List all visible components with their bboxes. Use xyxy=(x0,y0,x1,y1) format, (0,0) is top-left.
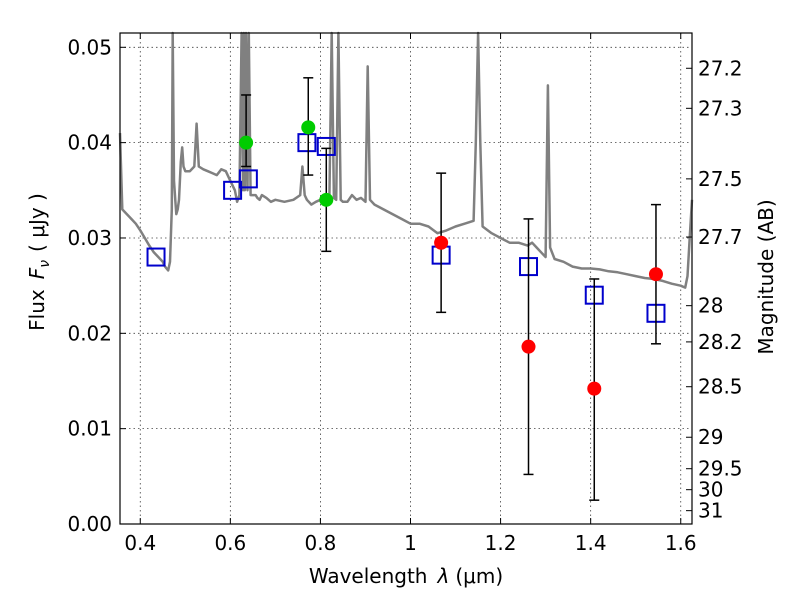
nir-detection-point xyxy=(587,381,602,396)
magnitude-axis-label: Magnitude (AB) xyxy=(754,199,778,354)
model-photometry-square xyxy=(146,247,166,267)
y-axis-label-symbol: F xyxy=(25,267,49,279)
y-tick-label: 0.01 xyxy=(67,417,112,441)
y-axis-label-subscript: ν xyxy=(37,260,53,268)
optical-detection-point xyxy=(239,135,254,150)
x-tick-label: 1.4 xyxy=(575,531,607,555)
x-axis-label-symbol: λ xyxy=(437,564,450,588)
x-tick-label: 0.4 xyxy=(124,531,156,555)
x-tick-label: 1 xyxy=(404,531,417,555)
nir-detection-point xyxy=(648,267,663,282)
x-tick-label: 1.2 xyxy=(485,531,517,555)
y-tick-label: 0.03 xyxy=(67,226,112,250)
magnitude-tick-label: 28 xyxy=(698,294,723,318)
magnitude-tick-label: 27.3 xyxy=(698,96,743,120)
x-tick-label: 0.8 xyxy=(305,531,337,555)
magnitude-tick-label: 28.5 xyxy=(698,375,743,399)
nir-detection-point xyxy=(521,339,536,354)
x-tick-label: 1.6 xyxy=(665,531,697,555)
y-tick-label: 0.02 xyxy=(67,321,112,345)
magnitude-tick-label: 29.5 xyxy=(698,457,743,481)
nir-detection-point xyxy=(434,235,449,250)
model-photometry-square xyxy=(223,180,243,200)
model-spectrum-line xyxy=(118,31,694,289)
magnitude-tick-label: 27.2 xyxy=(698,56,743,80)
model-photometry-square xyxy=(238,169,258,189)
plot-area xyxy=(118,31,694,501)
axes-frame xyxy=(119,32,693,525)
x-axis-label-unit: (μm) xyxy=(455,564,503,588)
magnitude-tick-label: 30 xyxy=(698,478,723,502)
y-axis-label: Flux Fν ( μJy ) xyxy=(25,193,53,331)
magnitude-tick-label: 29 xyxy=(698,425,723,449)
y-axis-label-unit: ( μJy ) xyxy=(25,193,49,252)
tick-layer: 0.4 0.6 0.8 1 1.2 1.4 1.6 0.00 0.01 0.02 0.03 0.04 0… xyxy=(67,33,743,555)
x-axis-label-text: Wavelength xyxy=(309,564,428,588)
y-tick-label: 0.05 xyxy=(67,35,112,59)
optical-detection-point xyxy=(301,120,316,135)
grid-layer xyxy=(120,33,692,525)
optical-detection-point xyxy=(319,192,334,207)
y-tick-label: 0.00 xyxy=(67,512,112,536)
x-axis-label: Wavelength λ (μm) xyxy=(309,564,503,588)
magnitude-tick-label: 27.5 xyxy=(698,167,743,191)
x-tick-label: 0.6 xyxy=(214,531,246,555)
magnitude-tick-label: 28.2 xyxy=(698,330,743,354)
magnitude-tick-label: 31 xyxy=(698,499,723,523)
y-axis-label-text: Flux xyxy=(25,289,49,331)
magnitude-tick-label: 27.7 xyxy=(698,225,743,249)
y-tick-label: 0.04 xyxy=(67,131,112,155)
